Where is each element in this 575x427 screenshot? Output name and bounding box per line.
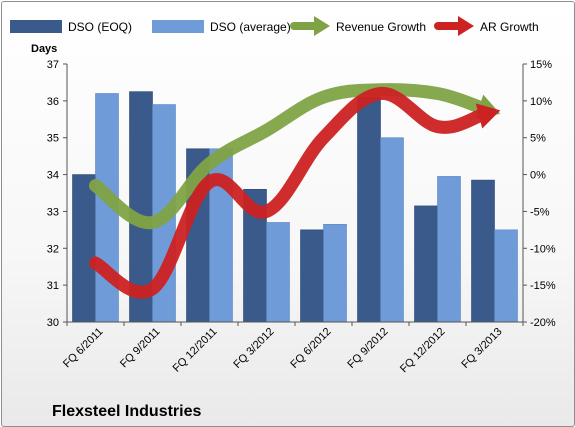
- y2-tick-label: 0%: [530, 170, 546, 182]
- bar-dso-average--4: [323, 224, 347, 323]
- legend-arrowhead-ar-growth: [458, 16, 474, 36]
- bar-dso-eoq--7: [471, 179, 495, 323]
- legend-swatch-dso-average-: [152, 20, 204, 33]
- y-tick-label: 34: [47, 170, 59, 182]
- legend-label-dso-average-: DSO (average): [210, 20, 291, 34]
- y-axis-title: Days: [31, 43, 57, 55]
- y2-tick-label: 15%: [530, 59, 552, 71]
- bar-dso-eoq--6: [414, 205, 438, 323]
- y2-tick-label: -20%: [530, 317, 556, 329]
- y-tick-label: 35: [47, 133, 59, 145]
- legend-label-ar-growth: AR Growth: [480, 20, 539, 34]
- bar-dso-eoq--5: [357, 96, 381, 323]
- y2-tick-label: -15%: [530, 280, 556, 292]
- legend-arrowhead-revenue-growth: [314, 16, 330, 36]
- arrowhead-ar-growth: [475, 103, 501, 129]
- chart-title: Flexsteel Industries: [52, 403, 201, 420]
- y-tick-label: 32: [47, 243, 59, 255]
- y-tick-label: 37: [47, 59, 59, 71]
- y-tick-label: 30: [47, 317, 59, 329]
- x-tick-label: FQ 3/2012: [231, 326, 276, 371]
- bar-dso-eoq--0: [72, 174, 96, 323]
- line-ar-growth: [89, 86, 489, 299]
- legend-label-dso-eoq-: DSO (EOQ): [68, 20, 132, 34]
- x-tick-label: FQ 12/2012: [398, 326, 448, 376]
- y-tick-label: 33: [47, 206, 59, 218]
- y2-tick-label: 10%: [530, 96, 552, 108]
- y-tick-label: 31: [47, 280, 59, 292]
- bar-dso-average--5: [380, 137, 404, 323]
- x-tick-label: FQ 12/2011: [171, 326, 220, 375]
- y2-tick-label: -10%: [530, 243, 556, 255]
- x-tick-label: FQ 6/2012: [288, 326, 333, 371]
- bar-dso-average--6: [437, 176, 461, 323]
- bar-dso-average--7: [494, 229, 518, 323]
- y2-tick-label: 5%: [530, 133, 546, 145]
- bar-dso-eoq--4: [300, 229, 324, 323]
- x-tick-label: FQ 6/2011: [61, 326, 106, 371]
- legend-swatch-dso-eoq-: [10, 20, 62, 33]
- x-tick-label: FQ 9/2012: [345, 326, 390, 371]
- line-revenue-growth: [89, 83, 489, 229]
- bar-dso-average--3: [266, 222, 290, 323]
- x-tick-label: FQ 9/2011: [118, 326, 163, 371]
- legend-label-revenue-growth: Revenue Growth: [336, 20, 426, 34]
- x-tick-label: FQ 3/2013: [459, 326, 504, 371]
- y2-tick-label: -5%: [530, 206, 550, 218]
- y-tick-label: 36: [47, 96, 59, 108]
